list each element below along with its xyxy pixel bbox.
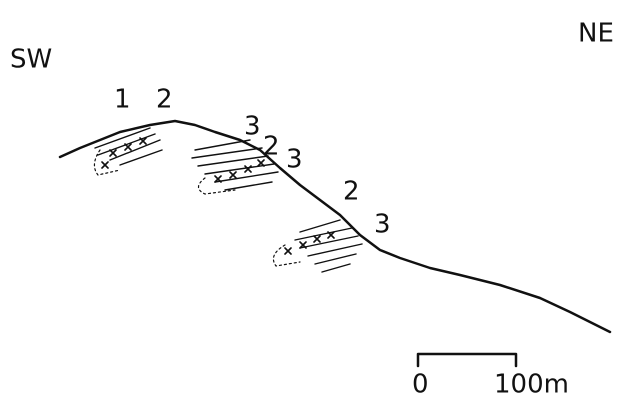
cross-section: SW NE 1 2 3 2 3 2 3 0 100m <box>0 0 628 408</box>
unit-label: 2 <box>263 132 280 162</box>
scale-end: 100m <box>494 370 569 400</box>
unit-label: 3 <box>286 145 303 175</box>
background <box>0 0 628 408</box>
unit-label: 3 <box>374 210 391 240</box>
unit-label: 2 <box>156 85 173 115</box>
unit-label: 2 <box>343 177 360 207</box>
direction-right: NE <box>578 19 614 49</box>
unit-label: 1 <box>114 85 131 115</box>
unit-label: 3 <box>244 112 261 142</box>
scale-start: 0 <box>412 370 429 400</box>
direction-left: SW <box>10 45 52 75</box>
